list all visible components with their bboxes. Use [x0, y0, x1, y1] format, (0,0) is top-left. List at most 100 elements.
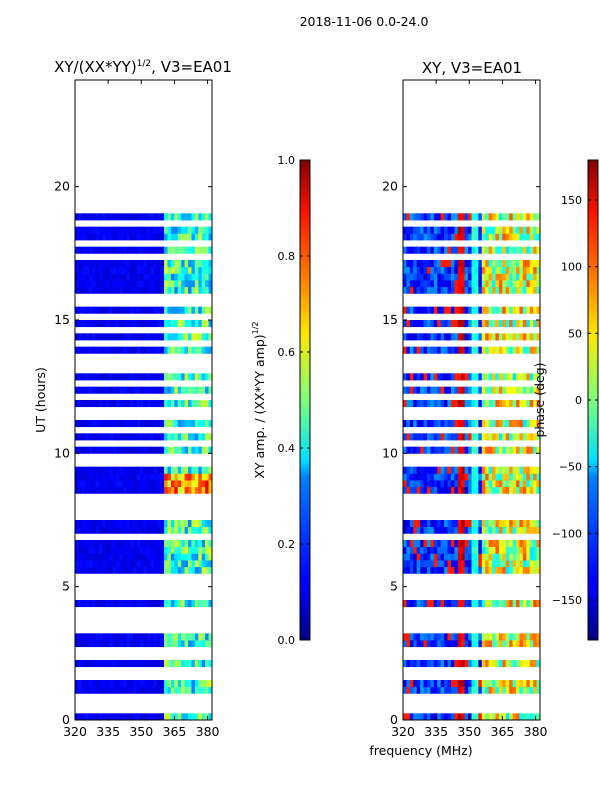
heatmap-cell: [160, 566, 165, 574]
heatmap-cell: [184, 540, 189, 548]
heatmap-cell: [122, 266, 127, 274]
heatmap-cell: [78, 480, 83, 488]
heatmap-cell: [205, 546, 209, 554]
heatmap-cell: [505, 473, 510, 481]
heatmap-cell: [150, 660, 155, 668]
heatmap-cell: [457, 566, 462, 574]
heatmap-cell: [102, 386, 107, 394]
heatmap-cell: [403, 560, 407, 568]
heatmap-cell: [177, 446, 182, 454]
heatmap-cell: [143, 466, 148, 474]
heatmap-cell: [198, 286, 203, 294]
heatmap-cell: [495, 713, 500, 720]
heatmap-cell: [95, 553, 100, 561]
heatmap-cell: [474, 526, 479, 534]
heatmap-cell: [167, 286, 172, 294]
heatmap-cell: [444, 333, 448, 341]
heatmap-cell: [502, 520, 507, 528]
left-plot-frame: [74, 79, 213, 721]
heatmap-cell: [526, 386, 531, 394]
heatmap-cell: [198, 446, 203, 454]
heatmap-cell: [488, 486, 493, 494]
heatmap-cell: [81, 273, 86, 281]
heatmap-cell: [433, 260, 438, 268]
heatmap-cell: [526, 280, 531, 288]
heatmap-cell: [92, 273, 96, 281]
heatmap-cell: [143, 480, 148, 488]
heatmap-cell: [416, 333, 421, 341]
heatmap-cell: [468, 566, 472, 574]
heatmap-cell: [492, 473, 496, 481]
heatmap-cell: [75, 713, 79, 720]
heatmap-cell: [153, 686, 158, 694]
heatmap-cell: [191, 246, 196, 254]
heatmap-cell: [512, 286, 517, 294]
heatmap-cell: [129, 320, 134, 328]
heatmap-cell: [136, 213, 141, 221]
heatmap-cell: [505, 480, 510, 488]
heatmap-cell: [492, 266, 496, 274]
heatmap-cell: [116, 373, 120, 381]
heatmap-cell: [78, 226, 83, 234]
heatmap-cell: [536, 433, 540, 441]
heatmap-cell: [205, 553, 209, 561]
heatmap-cell: [153, 640, 158, 648]
heatmap-cell: [119, 333, 124, 341]
heatmap-cell: [464, 386, 469, 394]
heatmap-cell: [136, 286, 141, 294]
heatmap-cell: [153, 320, 158, 328]
heatmap-cell: [512, 546, 517, 554]
heatmap-cell: [444, 213, 448, 221]
heatmap-cell: [98, 473, 103, 481]
heatmap-cell: [133, 466, 138, 474]
heatmap-cell: [140, 520, 144, 528]
heatmap-cell: [488, 400, 493, 408]
heatmap-cell: [430, 446, 435, 454]
heatmap-cell: [153, 680, 158, 688]
heatmap-cell: [526, 373, 531, 381]
heatmap-cell: [492, 373, 496, 381]
heatmap-cell: [92, 526, 96, 534]
heatmap-cell: [416, 526, 421, 534]
heatmap-cell: [420, 540, 424, 548]
heatmap-cell: [471, 520, 476, 528]
heatmap-cell: [208, 480, 212, 488]
heatmap-cell: [81, 540, 86, 548]
heatmap-cell: [502, 473, 507, 481]
heatmap-cell: [426, 286, 431, 294]
heatmap-cell: [160, 473, 165, 481]
heatmap-cell: [502, 686, 507, 694]
heatmap-cell: [505, 713, 510, 720]
heatmap-cell: [170, 420, 175, 428]
heatmap-cell: [526, 473, 531, 481]
heatmap-cell: [512, 566, 517, 574]
heatmap-cell: [98, 560, 103, 568]
heatmap-cell: [454, 486, 459, 494]
heatmap-cell: [201, 633, 206, 641]
heatmap-cell: [136, 480, 141, 488]
heatmap-cell: [509, 526, 514, 534]
heatmap-cell: [519, 373, 524, 381]
heatmap-cell: [498, 273, 503, 281]
heatmap-cell: [92, 213, 96, 221]
heatmap-cell: [146, 633, 151, 641]
heatmap-cell: [112, 640, 117, 648]
heatmap-cell: [409, 320, 414, 328]
heatmap-cell: [509, 660, 514, 668]
heatmap-cell: [116, 713, 120, 720]
heatmap-cell: [153, 566, 158, 574]
heatmap-cell: [75, 526, 79, 534]
heatmap-cell: [136, 320, 141, 328]
heatmap-cell: [519, 320, 524, 328]
heatmap-cell: [188, 680, 192, 688]
heatmap-cell: [426, 433, 431, 441]
heatmap-cell: [478, 546, 483, 554]
heatmap-cell: [153, 546, 158, 554]
heatmap-cell: [471, 213, 476, 221]
heatmap-cell: [474, 540, 479, 548]
heatmap-cell: [98, 320, 103, 328]
heatmap-cell: [488, 466, 493, 474]
heatmap-cell: [78, 286, 83, 294]
heatmap-cell: [164, 473, 168, 481]
heatmap-cell: [78, 526, 83, 534]
